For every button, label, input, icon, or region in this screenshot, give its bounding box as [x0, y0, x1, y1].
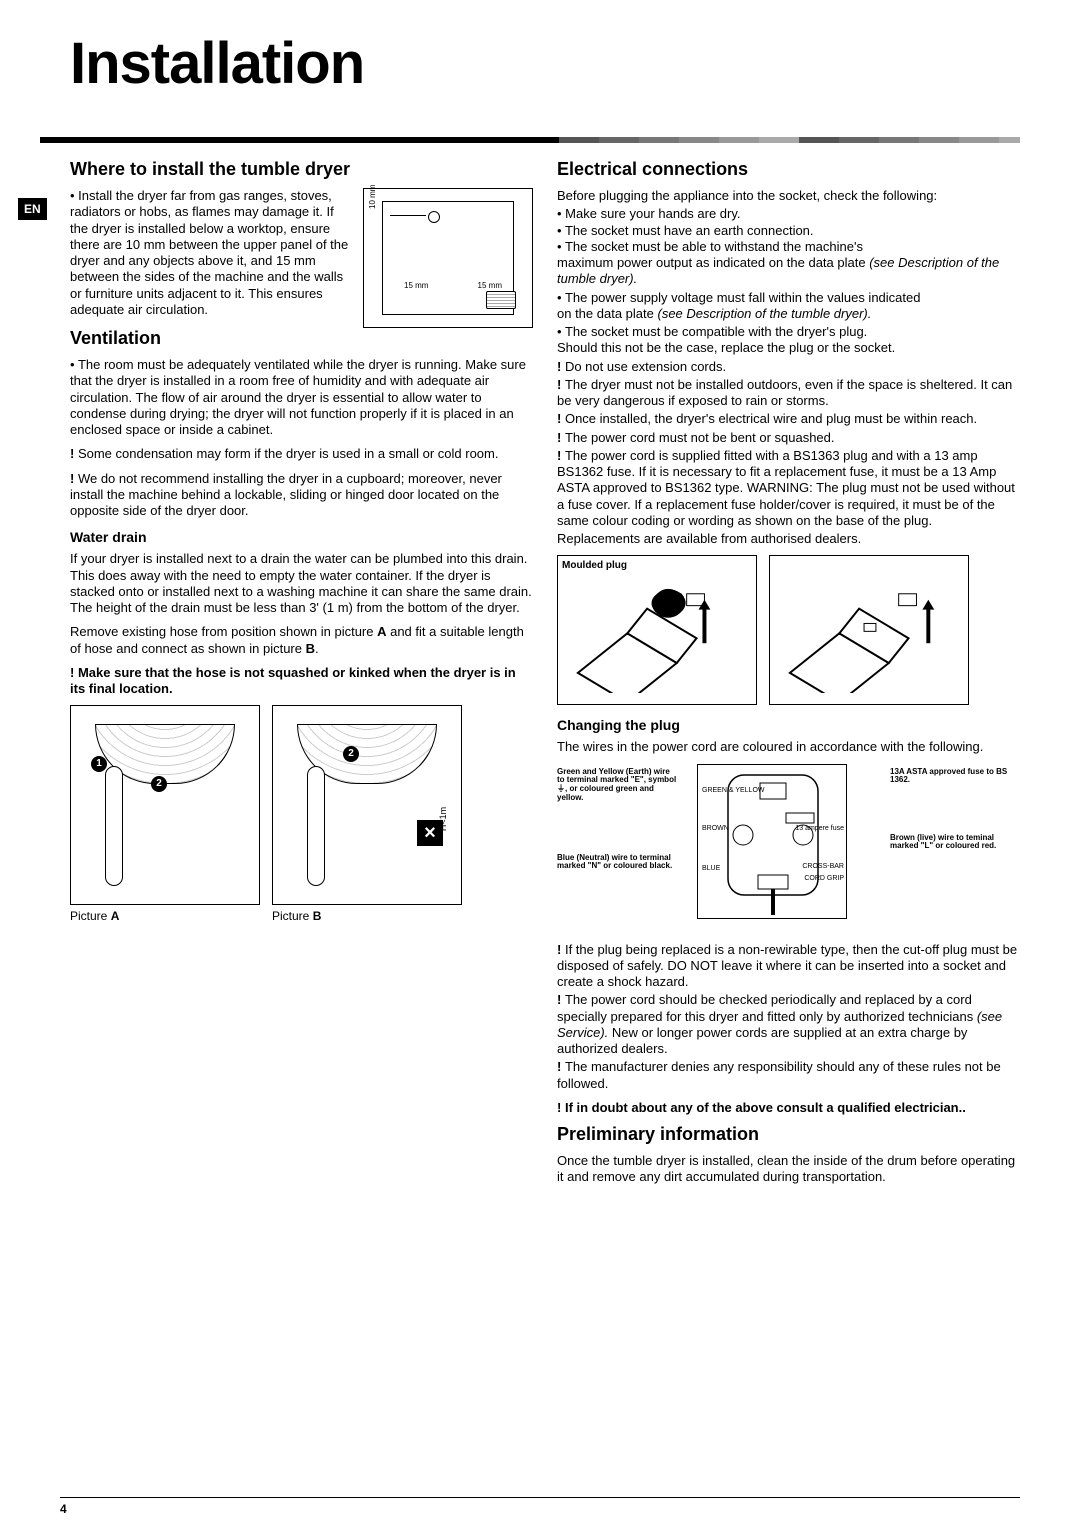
- moulded-plug-label: Moulded plug: [562, 560, 627, 571]
- heading-ventilation: Ventilation: [70, 328, 533, 349]
- dim-10mm: 10 mm: [368, 185, 377, 209]
- picture-a-caption: Picture A: [70, 909, 260, 923]
- badge-1: 1: [91, 756, 107, 772]
- page-number: 4: [60, 1502, 67, 1516]
- moulded-plug-diagram: Moulded plug: [557, 555, 757, 705]
- left-column: Where to install the tumble dryer 10 mm …: [70, 159, 533, 1194]
- vent-warn-2: We do not recommend installing the dryer…: [70, 471, 533, 520]
- picture-b-wrap: 2 × H<1m Picture B: [272, 705, 462, 923]
- elec-b3: The socket must be able to withstand the…: [557, 239, 1020, 255]
- plug-illustration-b: [780, 574, 958, 693]
- picture-b-caption: Picture B: [272, 909, 462, 923]
- plug-diagram-b: [769, 555, 969, 705]
- picture-a: 1 2: [70, 705, 260, 905]
- prelim-p: Once the tumble dryer is installed, clea…: [557, 1153, 1020, 1186]
- elec-b4-cont: on the data plate (see Description of th…: [557, 306, 1020, 322]
- elec-w1: Do not use extension cords.: [557, 359, 1020, 375]
- heading-where: Where to install the tumble dryer: [70, 159, 533, 180]
- vent-warn-1: Some condensation may form if the dryer …: [70, 446, 533, 462]
- water-warn: Make sure that the hose is not squashed …: [70, 665, 533, 698]
- heading-preliminary: Preliminary information: [557, 1124, 1020, 1145]
- live-note: Brown (live) wire to teminal marked "L" …: [890, 834, 1020, 852]
- elec-b3-cont: maximum power output as indicated on the…: [557, 255, 1020, 288]
- pic-b-inline: B: [306, 641, 315, 656]
- dim-15mm-right: 15 mm: [478, 281, 502, 290]
- page-title: Installation: [70, 30, 1020, 97]
- elec-w4: The power cord must not be bent or squas…: [557, 430, 1020, 446]
- lbl-brown: BROWN: [702, 825, 729, 832]
- water-p2-a: Remove existing hose from position shown…: [70, 624, 377, 639]
- heading-electrical: Electrical connections: [557, 159, 1020, 180]
- language-badge: EN: [18, 198, 47, 220]
- lbl-fuse: 13 ampere fuse: [795, 825, 844, 832]
- right-column: Electrical connections Before plugging t…: [557, 159, 1020, 1194]
- water-p2: Remove existing hose from position shown…: [70, 624, 533, 657]
- heading-water-drain: Water drain: [70, 529, 533, 545]
- plug-w3: The manufacturer denies any responsibili…: [557, 1059, 1020, 1092]
- elec-w3: Once installed, the dryer's electrical w…: [557, 411, 1020, 427]
- plug-w2: The power cord should be checked periodi…: [557, 992, 1020, 1057]
- vent-bullet-1: The room must be adequately ventilated w…: [70, 357, 533, 438]
- neutral-note: Blue (Neutral) wire to terminal marked "…: [557, 854, 677, 872]
- elec-b2: The socket must have an earth connection…: [557, 223, 1020, 239]
- elec-b5: The socket must be compatible with the d…: [557, 324, 1020, 340]
- lbl-crossbar: CROSS-BAR: [802, 863, 844, 870]
- picture-b: 2 × H<1m: [272, 705, 462, 905]
- plug-open-diagram: GREEN & YELLOW BROWN BLUE 13 ampere fuse…: [697, 764, 847, 919]
- elec-replacements: Replacements are available from authoris…: [557, 531, 1020, 547]
- water-p1: If your dryer is installed next to a dra…: [70, 551, 533, 616]
- change-plug-p: The wires in the power cord are coloured…: [557, 739, 1020, 755]
- elec-intro: Before plugging the appliance into the s…: [557, 188, 1020, 204]
- earth-note: Green and Yellow (Earth) wire to termina…: [557, 768, 677, 803]
- lbl-blue: BLUE: [702, 865, 720, 872]
- plug-doubt: If in doubt about any of the above consu…: [557, 1100, 1020, 1116]
- plug-illustration-a: [568, 574, 746, 693]
- picture-a-wrap: 1 2 Picture A: [70, 705, 260, 923]
- lbl-green-yellow: GREEN & YELLOW: [702, 787, 765, 794]
- wiring-diagram: Green and Yellow (Earth) wire to termina…: [557, 764, 1020, 934]
- bottom-rule: [60, 1497, 1020, 1499]
- divider-band: [40, 137, 1020, 143]
- elec-b5-cont: Should this not be the case, replace the…: [557, 340, 1020, 356]
- h-less-1m: H<1m: [438, 807, 448, 831]
- period: .: [315, 641, 319, 656]
- plug-w1: If the plug being replaced is a non-rewi…: [557, 942, 1020, 991]
- elec-w2: The dryer must not be installed outdoors…: [557, 377, 1020, 410]
- dim-15mm-left: 15 mm: [404, 281, 428, 290]
- elec-w5: The power cord is supplied fitted with a…: [557, 448, 1020, 529]
- elec-b1: Make sure your hands are dry.: [557, 206, 1020, 222]
- fuse-note: 13A ASTA approved fuse to BS 1362.: [890, 768, 1020, 786]
- badge-2: 2: [151, 776, 167, 792]
- heading-changing-plug: Changing the plug: [557, 717, 1020, 733]
- elec-b4: The power supply voltage must fall withi…: [557, 290, 1020, 306]
- lbl-cordgrip: CORD GRIP: [804, 875, 844, 882]
- clearance-diagram: 10 mm 15 mm 15 mm: [363, 188, 533, 328]
